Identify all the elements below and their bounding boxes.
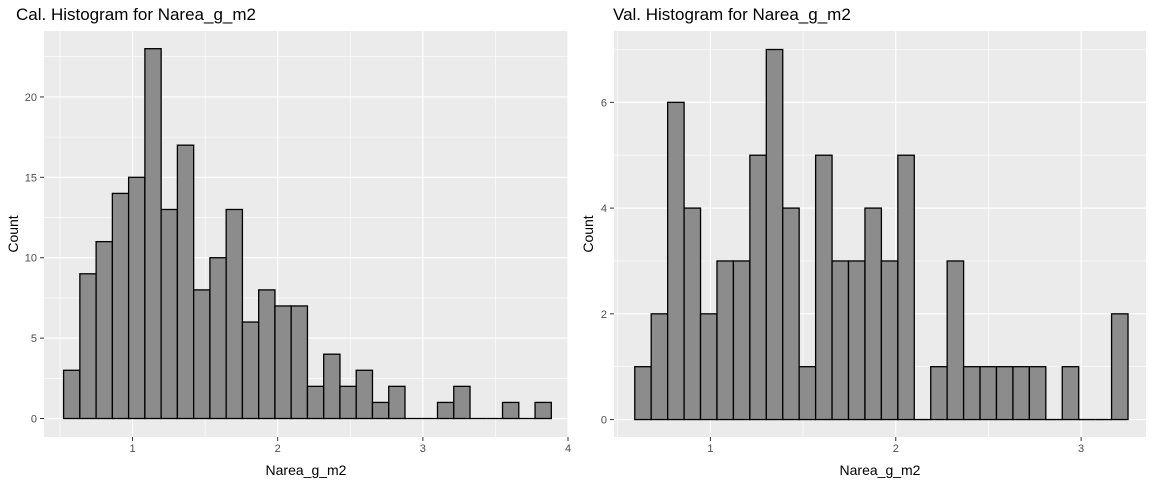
histogram-bar — [355, 369, 374, 420]
y-tick-label: 5 — [31, 333, 37, 345]
histogram-bar — [650, 313, 669, 421]
histogram-bar — [814, 154, 833, 421]
histogram-bar — [666, 101, 685, 421]
histogram-bar — [339, 385, 357, 420]
histogram-bar — [95, 240, 114, 420]
y-axis-label: Count — [5, 215, 21, 252]
histogram-bar — [323, 353, 341, 420]
x-tick-label: 1 — [129, 443, 135, 455]
histogram-bar — [782, 207, 800, 421]
histogram-bar — [979, 366, 998, 421]
histogram-bar — [946, 260, 965, 421]
x-axis-label: Narea_g_m2 — [840, 462, 921, 478]
histogram-bar — [765, 48, 784, 421]
cal-histogram-chart: Cal. Histogram for Narea_g_m2 1 2 3 4 0 5 10 15 2… — [5, 5, 571, 478]
histogram-bar — [388, 385, 406, 420]
histogram-bar — [193, 289, 211, 420]
histogram-bar — [962, 366, 981, 421]
chart-title: Val. Histogram for Narea_g_m2 — [613, 5, 851, 24]
histogram-bar — [864, 207, 883, 421]
histogram-bar — [1028, 366, 1047, 421]
histogram-bar — [897, 154, 915, 421]
val-histogram-chart: Val. Histogram for Narea_g_m2 1 2 3 0 2 4 6 Nare… — [580, 5, 1146, 478]
histogram-bar — [880, 260, 899, 421]
histogram-bar — [732, 260, 751, 421]
y-tick-label: 10 — [25, 253, 37, 265]
histogram-bar — [453, 385, 471, 420]
histogram-bar — [160, 208, 179, 420]
histogram-bar — [111, 192, 130, 420]
histogram-bar — [176, 144, 195, 420]
histogram-bar — [258, 289, 276, 420]
y-axis-label: Count — [580, 215, 596, 252]
histogram-bar — [716, 260, 735, 421]
histogram-bar — [436, 401, 455, 420]
y-tick-label: 6 — [601, 97, 607, 109]
histogram-bar — [534, 401, 552, 420]
histogram-bar — [930, 366, 948, 421]
histogram-bar — [225, 208, 244, 420]
y-tick-label: 20 — [25, 92, 37, 104]
histogram-bar — [144, 48, 162, 420]
x-tick-label: 2 — [275, 443, 281, 455]
histogram-bar — [274, 305, 292, 420]
histogram-bar — [62, 369, 81, 420]
x-tick-label: 4 — [565, 443, 571, 455]
histogram-bar — [683, 207, 702, 421]
histogram-bar — [634, 366, 652, 421]
histogram-bar — [1110, 313, 1129, 421]
x-tick-label: 2 — [893, 443, 899, 455]
histogram-bar — [749, 154, 767, 421]
y-tick-label: 15 — [25, 172, 37, 184]
histogram-bar — [127, 176, 146, 420]
x-tick-label: 3 — [1078, 443, 1084, 455]
histogram-bar — [371, 401, 390, 420]
y-tick-label: 4 — [601, 203, 607, 215]
histogram-bar — [699, 313, 718, 421]
chart-title: Cal. Histogram for Narea_g_m2 — [16, 5, 256, 24]
histogram-bar — [995, 366, 1014, 421]
histogram-bar — [1061, 366, 1080, 421]
histogram-bar — [306, 385, 325, 420]
x-tick-label: 1 — [707, 443, 713, 455]
histogram-bar — [79, 273, 97, 420]
histogram-bar — [501, 401, 520, 420]
x-axis-label: Narea_g_m2 — [266, 462, 347, 478]
y-tick-label: 0 — [601, 415, 607, 427]
y-tick-label: 2 — [601, 309, 607, 321]
histogram-bar — [1012, 366, 1031, 421]
histogram-bar — [290, 305, 309, 420]
histogram-bar — [798, 366, 817, 421]
histogram-bar — [209, 257, 227, 420]
x-tick-label: 3 — [420, 443, 426, 455]
y-tick-label: 0 — [31, 414, 37, 426]
histogram-bar — [847, 260, 866, 421]
histogram-bar — [241, 321, 260, 420]
histogram-bar — [831, 260, 850, 421]
